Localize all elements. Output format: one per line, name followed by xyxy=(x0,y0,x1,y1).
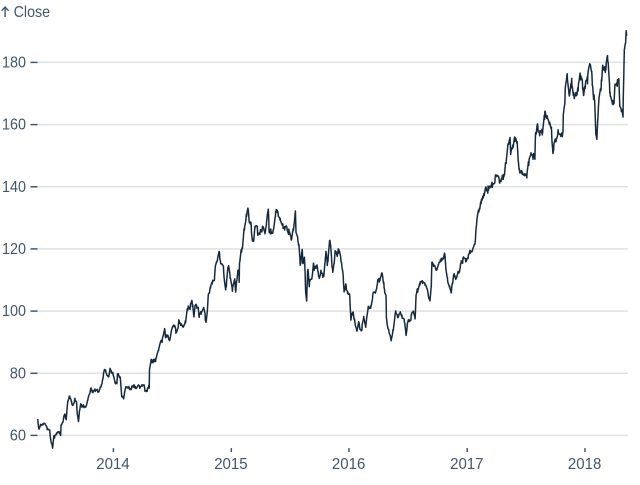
svg-text:2016: 2016 xyxy=(332,456,365,473)
svg-text:2017: 2017 xyxy=(450,456,483,473)
svg-text:2015: 2015 xyxy=(214,456,247,473)
svg-text:100: 100 xyxy=(2,303,26,320)
svg-text:180: 180 xyxy=(2,54,26,71)
svg-text:120: 120 xyxy=(2,241,26,258)
svg-text:60: 60 xyxy=(10,427,26,444)
svg-text:160: 160 xyxy=(2,117,26,134)
svg-text:2014: 2014 xyxy=(96,456,129,473)
svg-text:80: 80 xyxy=(10,365,26,382)
svg-text:140: 140 xyxy=(2,179,26,196)
svg-text:Close: Close xyxy=(14,4,51,21)
svg-text:2018: 2018 xyxy=(568,456,601,473)
